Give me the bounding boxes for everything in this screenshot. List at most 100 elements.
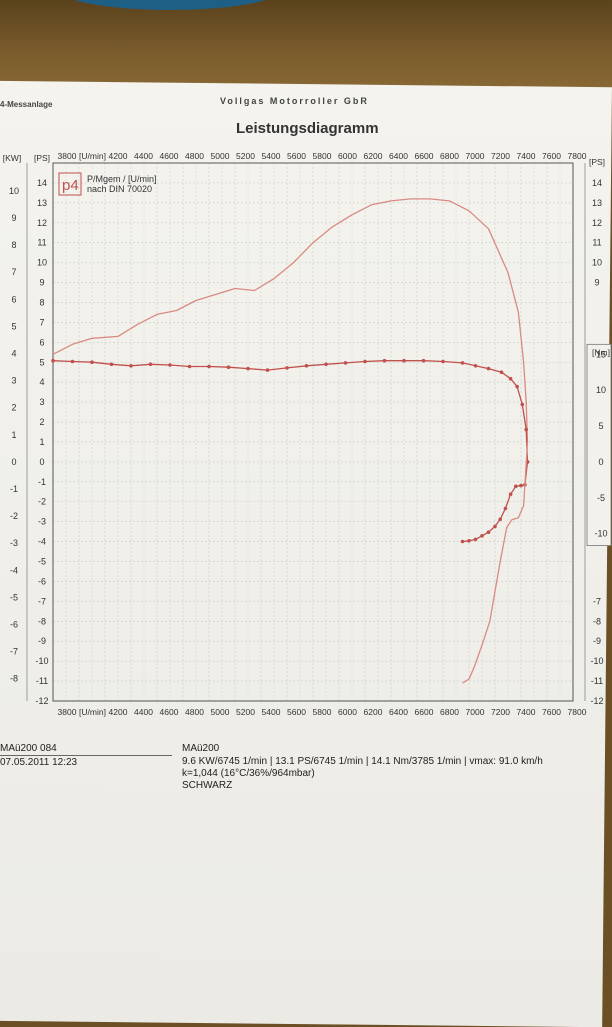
x-tick-label-top: 5800 [313,151,332,161]
nm-tick-label: 15 [596,349,606,359]
x-tick-label-top: 7200 [491,151,510,161]
kw-tick-label: 7 [11,267,16,277]
nm-unit-label: [Nm] [592,347,610,357]
x-tick-label-bottom: 3800 [58,707,77,717]
x-tick-label-bottom: 5800 [313,707,332,717]
vehicle-color: SCHWARZ [182,780,233,791]
x-tick-label-top: 7000 [466,151,485,161]
ps-tick-label: -10 [35,656,48,666]
ps-tick-label: 5 [39,357,44,367]
chart-axes [26,162,612,702]
series-point-1 [187,364,192,369]
x-tick-label-top: 4800 [185,151,204,161]
x-tick-label-top: 5600 [287,151,306,161]
ps-tick-label: 6 [39,337,44,347]
result-summary: 9.6 KW/6745 1/min | 13.1 PS/6745 1/min |… [182,756,543,767]
ps-unit-label: [PS] [34,153,50,163]
chart-grid [52,162,574,702]
vehicle-name: MAü200 [182,743,220,754]
series-point-1 [515,384,519,389]
series-line-1 [52,360,529,462]
p4-logo: p4 [62,177,79,194]
x-tick-label-top: 6000 [338,151,357,161]
kw-tick-label: -8 [10,674,18,684]
ps-tick-label: 10 [37,258,47,268]
series-point-2 [498,517,503,522]
x-tick-label-bottom: 4400 [134,707,153,717]
series-point-1 [129,364,133,368]
x-tick-label-bottom: 5600 [287,707,306,717]
kw-tick-label: -4 [10,565,18,575]
series-point-2 [508,492,513,497]
kw-tick-label: 10 [9,186,19,196]
series-point-1 [343,361,348,365]
ps-tick-label: 0 [39,457,44,467]
x-tick-label-bottom: 6000 [338,707,357,717]
x-tick-label-bottom: 7800 [568,707,587,717]
x-tick-label-top: 6400 [389,151,408,161]
x-tick-label-bottom: [U/min] [79,707,106,717]
series-point-1 [207,364,211,369]
legend-line-1: P/Mgem / [U/min] [87,174,157,184]
ps-right-tick-label: -7 [593,596,601,606]
plot-frame [52,162,574,702]
series-point-1 [324,362,328,367]
x-tick-label-top: 4400 [134,151,153,161]
series-point-1 [508,376,513,381]
kw-tick-label: 6 [11,294,16,304]
company-name: Vollgas Motorroller GbR [220,96,369,106]
ps-tick-label: 9 [39,278,44,288]
nm-tick-label: -10 [594,529,607,539]
series-point-1 [363,359,367,364]
kw-tick-label: 8 [11,240,16,250]
x-tick-label-top: 6800 [440,151,459,161]
series-point-1 [499,370,504,374]
kw-tick-label: 1 [11,430,16,440]
ps-tick-label: -5 [38,557,46,567]
ps-tick-label: 2 [39,417,44,427]
ps-right-tick-label: 10 [592,258,602,268]
kw-tick-label: 3 [11,376,16,386]
ps-tick-label: -11 [36,676,48,686]
series-point-1 [285,366,289,370]
desk-background [0,0,612,95]
legend-line-2: nach DIN 70020 [87,184,152,194]
blue-object [60,0,280,10]
ps-tick-label: -4 [38,537,46,547]
ps-right-unit-label: [PS] [589,157,605,167]
ps-tick-label: 3 [39,397,44,407]
ps-tick-label: 4 [39,377,44,387]
series-point-2 [503,506,508,511]
ps-tick-label: 11 [37,238,46,248]
separator-line [0,755,172,756]
series-point-1 [246,366,250,371]
ps-right-tick-label: 11 [592,238,601,248]
ps-right-tick-label: 9 [594,278,599,288]
x-tick-label-top: 3800 [58,151,77,161]
x-tick-label-top: 4200 [109,151,128,161]
series-point-1 [109,362,114,367]
x-tick-label-top: 7600 [542,151,561,161]
ps-tick-label: 1 [39,437,44,447]
chart-ticks: 3800 [U/min] 4200 4400 4600 4800 5000 5200 5400 5… [3,151,610,717]
ps-tick-label: -8 [38,616,46,626]
chart-legend: p4 P/Mgem / [U/min] nach DIN 70020 [58,172,157,196]
ps-tick-label: 8 [39,297,44,307]
ps-right-tick-label: -11 [591,676,603,686]
x-tick-label-top: 7800 [568,151,587,161]
series-point-2 [480,534,484,538]
series-point-2 [486,530,491,534]
ps-tick-label: -2 [38,497,46,507]
series-point-1 [51,358,55,363]
kw-unit-label: [KW] [3,153,21,163]
x-tick-label-top: 4600 [160,151,179,161]
x-tick-label-bottom: 4200 [109,707,128,717]
series-point-1 [402,358,406,363]
x-tick-label-bottom: 5200 [236,707,255,717]
ps-tick-label: 12 [37,218,47,228]
series-point-1 [304,364,309,368]
ps-right-tick-label: 14 [592,178,602,188]
x-tick-label-top: 7400 [517,151,536,161]
station-label: 4-Messanlage [0,100,53,109]
x-tick-label-top: 6200 [364,151,383,161]
